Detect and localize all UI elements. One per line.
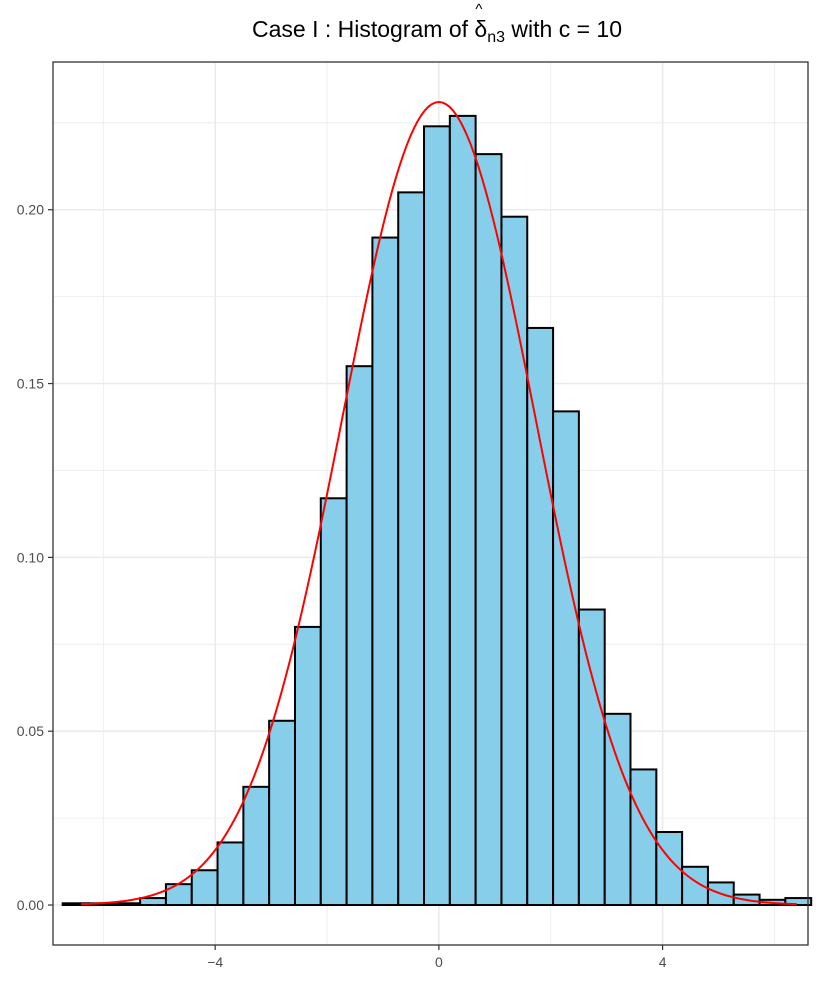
histogram-bar-20 bbox=[577, 608, 606, 907]
histogram-bar-17 bbox=[500, 215, 529, 907]
histogram-bar-28 bbox=[784, 897, 813, 907]
histogram-bar-21 bbox=[603, 712, 632, 907]
y-tick-label: 0.20 bbox=[17, 202, 44, 218]
panel-border bbox=[52, 61, 809, 946]
x-tick-label: 0 bbox=[435, 954, 443, 970]
chart-title-delta: δ bbox=[474, 16, 488, 42]
histogram-bar-22 bbox=[629, 768, 658, 907]
histogram-bar-4 bbox=[164, 883, 193, 907]
histogram-bar-6 bbox=[216, 841, 245, 907]
histogram-bar-13 bbox=[397, 191, 426, 907]
y-tick-label: 0.00 bbox=[17, 897, 44, 913]
histogram-bar-10 bbox=[319, 497, 348, 907]
histogram-bar-5 bbox=[190, 869, 219, 907]
histogram-bar-2 bbox=[113, 902, 142, 907]
histogram-bar-12 bbox=[371, 236, 400, 907]
y-tick-label: 0.05 bbox=[17, 723, 44, 739]
x-tick-label: −4 bbox=[207, 954, 223, 970]
x-tick-label: 4 bbox=[659, 954, 667, 970]
histogram-bar-8 bbox=[268, 719, 296, 907]
chart-title-suffix: with c = 10 bbox=[505, 16, 622, 42]
histogram-bar-15 bbox=[448, 114, 477, 907]
histogram-bar-11 bbox=[345, 365, 374, 907]
density-curve bbox=[80, 100, 797, 906]
histogram-bar-14 bbox=[423, 125, 451, 907]
y-tick-label: 0.10 bbox=[17, 549, 44, 565]
histogram-bar-9 bbox=[293, 625, 322, 907]
y-tick-label: 0.15 bbox=[17, 376, 44, 392]
chart-title-subscript: n3 bbox=[487, 29, 506, 46]
chart-title-hat: ^ bbox=[475, 1, 483, 18]
chart-title-symbol: ^ δ bbox=[474, 1, 488, 43]
histogram-bar-7 bbox=[242, 785, 271, 907]
histogram-bar-18 bbox=[526, 326, 555, 907]
histogram-bar-19 bbox=[552, 410, 580, 907]
histogram-bar-3 bbox=[139, 897, 167, 907]
chart-title: Case I : Histogram of ^ δn3 with c = 10 bbox=[0, 1, 830, 47]
chart-title-prefix: Case I : Histogram of bbox=[251, 16, 475, 42]
histogram-bar-16 bbox=[474, 153, 503, 907]
